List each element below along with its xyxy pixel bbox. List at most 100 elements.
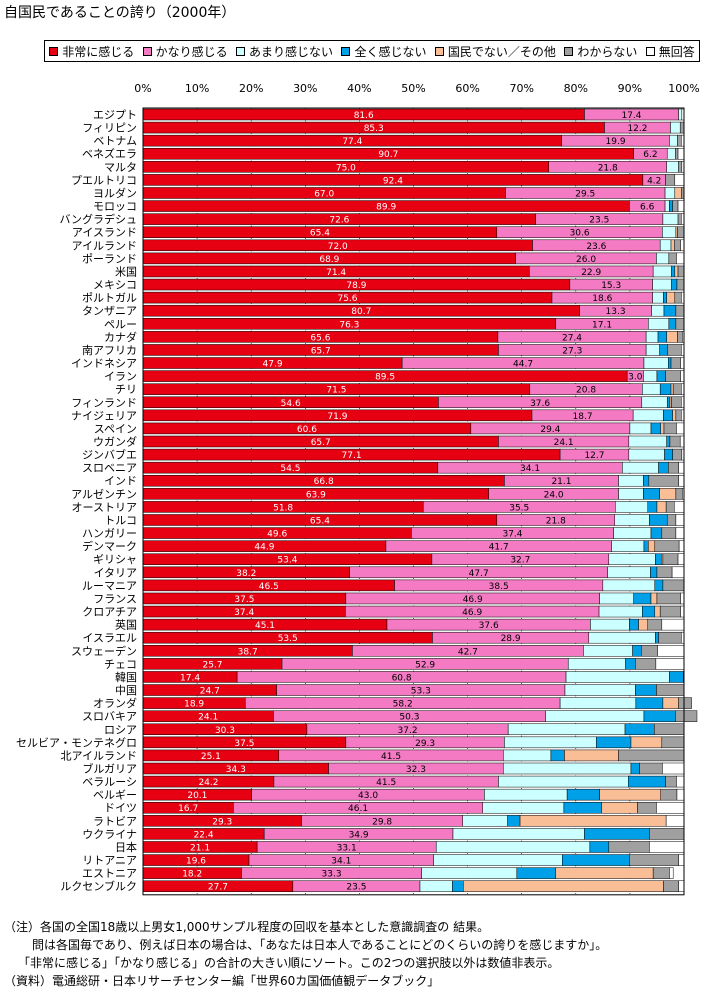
legend-label-1: かなり感じる — [155, 44, 228, 59]
bar-seg-57-2 — [433, 854, 563, 866]
bar-seg-59-4 — [463, 880, 664, 892]
data-label-40-0: 53.5 — [278, 634, 298, 644]
bar-seg-47-5 — [653, 723, 685, 736]
legend-swatch-1 — [142, 46, 152, 56]
data-label-38-1: 46.9 — [462, 608, 482, 618]
bar-seg-28-6 — [678, 474, 685, 487]
plot-frame — [142, 107, 685, 896]
legend-label-0: 非常に感じる — [62, 44, 135, 59]
category-label-21: チリ — [115, 383, 137, 396]
data-label-5-0: 92.4 — [383, 176, 403, 186]
data-label-15-0: 80.7 — [351, 307, 371, 317]
bar-seg-23-2 — [632, 409, 664, 422]
bar-seg-54-4 — [519, 815, 667, 827]
bar-seg-53-2 — [482, 801, 565, 814]
data-label-18-1: 27.3 — [562, 346, 582, 356]
data-label-51-0: 24.2 — [198, 778, 218, 788]
category-label-3: ベネズエラ — [82, 147, 137, 161]
bar-seg-34-3 — [655, 553, 662, 565]
data-label-3-1: 6.2 — [643, 150, 657, 160]
bar-seg-13-3 — [671, 278, 678, 291]
bar-seg-34-2 — [608, 553, 656, 565]
category-label-20: イラン — [104, 370, 137, 383]
data-label-58-0: 18.2 — [182, 870, 202, 880]
x-tick-label-0: 0% — [134, 82, 151, 95]
legend-item-5: わからない — [564, 43, 637, 60]
data-label-29-1: 24.0 — [544, 490, 564, 500]
bar-seg-50-6 — [662, 762, 685, 775]
data-label-53-1: 46.1 — [348, 804, 368, 814]
bar-seg-38-3 — [642, 605, 656, 618]
legend-swatch-6 — [645, 46, 655, 56]
stacked-bar-chart: 0% 10% 20% 30% 40% 50% 60% 70% 80% 90% 100% エジプト 81.… — [16, 82, 700, 896]
bar-seg-44-5 — [656, 684, 685, 696]
bar-seg-37-5 — [656, 592, 682, 605]
bar-seg-44-3 — [635, 684, 657, 696]
data-label-32-0: 49.6 — [267, 530, 287, 540]
data-label-27-0: 54.5 — [280, 464, 300, 474]
category-label-5: プエルトリコ — [71, 174, 137, 187]
category-label-16: ペルー — [104, 318, 137, 331]
data-label-29-0: 63.9 — [306, 490, 326, 500]
category-label-34: ギリシャ — [93, 553, 137, 566]
bar-seg-14-2 — [652, 291, 664, 304]
bar-seg-51-6 — [676, 775, 685, 788]
data-label-46-0: 24.1 — [198, 713, 218, 723]
data-label-20-0: 89.5 — [375, 373, 395, 383]
bar-seg-3-2 — [666, 147, 676, 160]
bar-seg-57-6 — [678, 854, 685, 866]
data-label-10-1: 23.6 — [586, 242, 606, 252]
bar-seg-22-5 — [671, 396, 682, 409]
data-label-46-1: 50.3 — [399, 713, 419, 723]
bar-seg-12-2 — [652, 265, 672, 278]
bar-seg-1-2 — [670, 121, 681, 134]
data-label-36-0: 46.5 — [259, 582, 279, 592]
bar-seg-17-5 — [677, 331, 683, 343]
data-label-35-0: 38.2 — [236, 569, 256, 579]
bar-seg-35-6 — [671, 566, 685, 579]
bar-seg-15-3 — [663, 304, 677, 317]
bar-seg-17-3 — [657, 331, 667, 343]
bar-seg-52-5 — [660, 788, 678, 801]
bar-seg-27-5 — [668, 461, 679, 474]
bar-seg-25-5 — [669, 435, 681, 448]
data-label-25-1: 24.1 — [554, 438, 574, 448]
bar-seg-29-4 — [659, 488, 677, 500]
bar-seg-30-2 — [615, 501, 649, 513]
bar-seg-47-3 — [624, 723, 655, 736]
x-tick-label-8: 80% — [564, 82, 588, 95]
category-label-15: タンザニア — [82, 305, 137, 318]
bar-seg-29-2 — [618, 488, 644, 500]
data-label-38-0: 37.4 — [234, 608, 254, 618]
bar-seg-19-5 — [670, 357, 682, 369]
data-label-33-1: 41.7 — [489, 543, 509, 553]
bar-seg-40-2 — [588, 631, 656, 644]
footnotes: （注）各国の全国18歳以上男女1,000サンプル程度の回収を基本とした意識調査の… — [4, 918, 607, 990]
legend-swatch-5 — [564, 46, 574, 56]
bar-seg-49-4 — [564, 749, 619, 762]
data-label-7-1: 6.6 — [640, 203, 655, 213]
data-label-2-1: 19.9 — [606, 137, 626, 147]
bar-seg-7-5 — [672, 200, 679, 212]
bar-seg-34-5 — [662, 553, 679, 565]
bar-seg-18-2 — [645, 344, 660, 356]
data-label-42-1: 52.9 — [415, 660, 435, 670]
data-label-50-0: 34.3 — [226, 765, 246, 775]
category-label-59: ルクセンブルク — [60, 879, 137, 893]
category-label-17: カナダ — [104, 330, 137, 344]
data-label-49-0: 25.1 — [201, 752, 221, 762]
bar-seg-47-2 — [507, 723, 626, 736]
bar-seg-52-2 — [484, 788, 568, 801]
data-label-44-0: 24.7 — [200, 687, 220, 697]
bar-seg-41-2 — [583, 645, 633, 657]
bar-seg-44-2 — [564, 684, 636, 696]
bar-seg-34-6 — [677, 553, 685, 565]
category-label-0: エジプト — [93, 109, 137, 122]
bar-seg-23-5 — [675, 409, 682, 422]
category-label-26: ジンバブエ — [82, 448, 137, 462]
x-tick-label-10: 100% — [668, 82, 699, 95]
data-label-20-1: 3.0 — [628, 373, 643, 383]
data-label-59-0: 27.7 — [208, 883, 228, 893]
category-label-27: スロベニア — [82, 462, 137, 475]
data-label-25-0: 65.7 — [311, 438, 331, 448]
